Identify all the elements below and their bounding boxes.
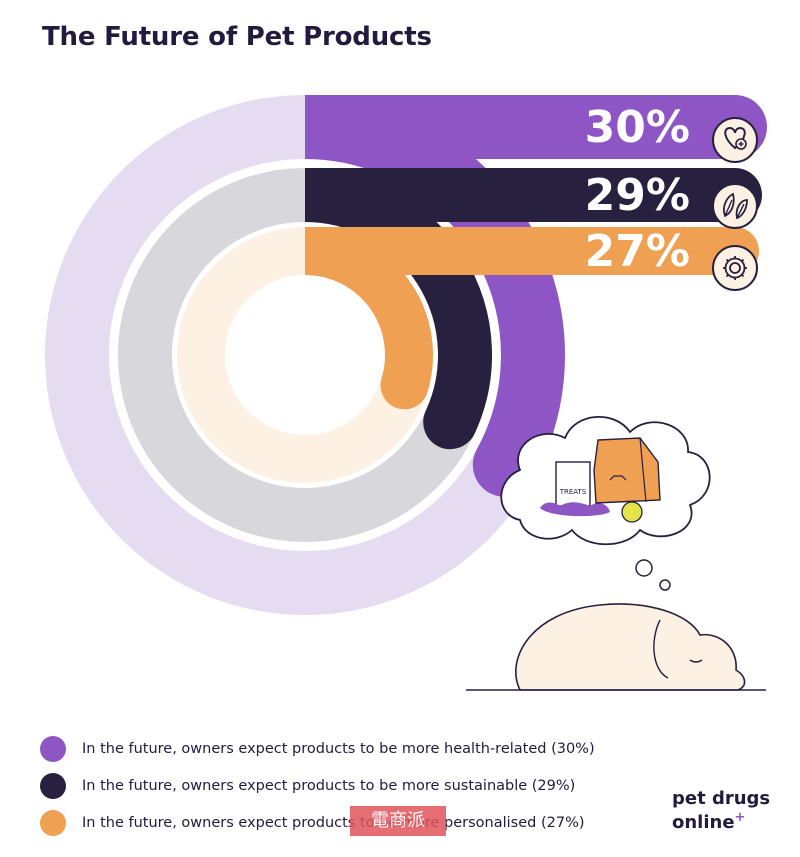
brand-line-2: online bbox=[672, 812, 735, 833]
leaves-icon bbox=[712, 183, 758, 229]
value-label-personalised: 27% bbox=[585, 226, 690, 277]
legend-item-personalised: In the future, owners expect products to… bbox=[40, 805, 595, 840]
food-bag-icon bbox=[593, 437, 661, 504]
brand-line-1: pet drugs bbox=[672, 788, 771, 809]
tennis-ball-icon bbox=[621, 501, 643, 523]
radial-bar-chart: 30% 29%27% bbox=[45, 95, 767, 691]
watermark: 電商派 bbox=[350, 806, 446, 836]
gear-icon bbox=[712, 245, 758, 291]
legend-label-health: In the future, owners expect products to… bbox=[82, 740, 595, 757]
legend-dot-personalised bbox=[40, 809, 66, 836]
bar-personalised bbox=[304, 227, 759, 410]
sleeping-dog-icon bbox=[466, 603, 766, 691]
ring-bars bbox=[304, 95, 767, 497]
legend: In the future, owners expect products to… bbox=[40, 731, 595, 842]
legend-item-sustainable: In the future, owners expect products to… bbox=[40, 768, 595, 803]
treats-label: TREATS bbox=[559, 488, 587, 496]
value-label-sustainable: 29% bbox=[585, 170, 690, 221]
legend-label-personalised: In the future, owners expect products to… bbox=[82, 814, 585, 831]
value-labels: 30% 29%27% bbox=[585, 102, 690, 277]
legend-dot-health bbox=[40, 735, 66, 762]
brand-logo: pet drugs online+ bbox=[672, 789, 770, 832]
legend-dot-sustainable bbox=[40, 772, 66, 799]
treats-bag-icon: TREATS bbox=[540, 461, 610, 517]
legend-item-health: In the future, owners expect products to… bbox=[40, 731, 595, 766]
legend-label-sustainable: In the future, owners expect products to… bbox=[82, 777, 576, 794]
value-label-health: 30% bbox=[585, 102, 690, 153]
ring-center bbox=[235, 285, 375, 425]
heart-plus-icon bbox=[712, 117, 758, 163]
brand-plus: + bbox=[734, 810, 746, 825]
page-title: The Future of Pet Products bbox=[42, 22, 432, 52]
